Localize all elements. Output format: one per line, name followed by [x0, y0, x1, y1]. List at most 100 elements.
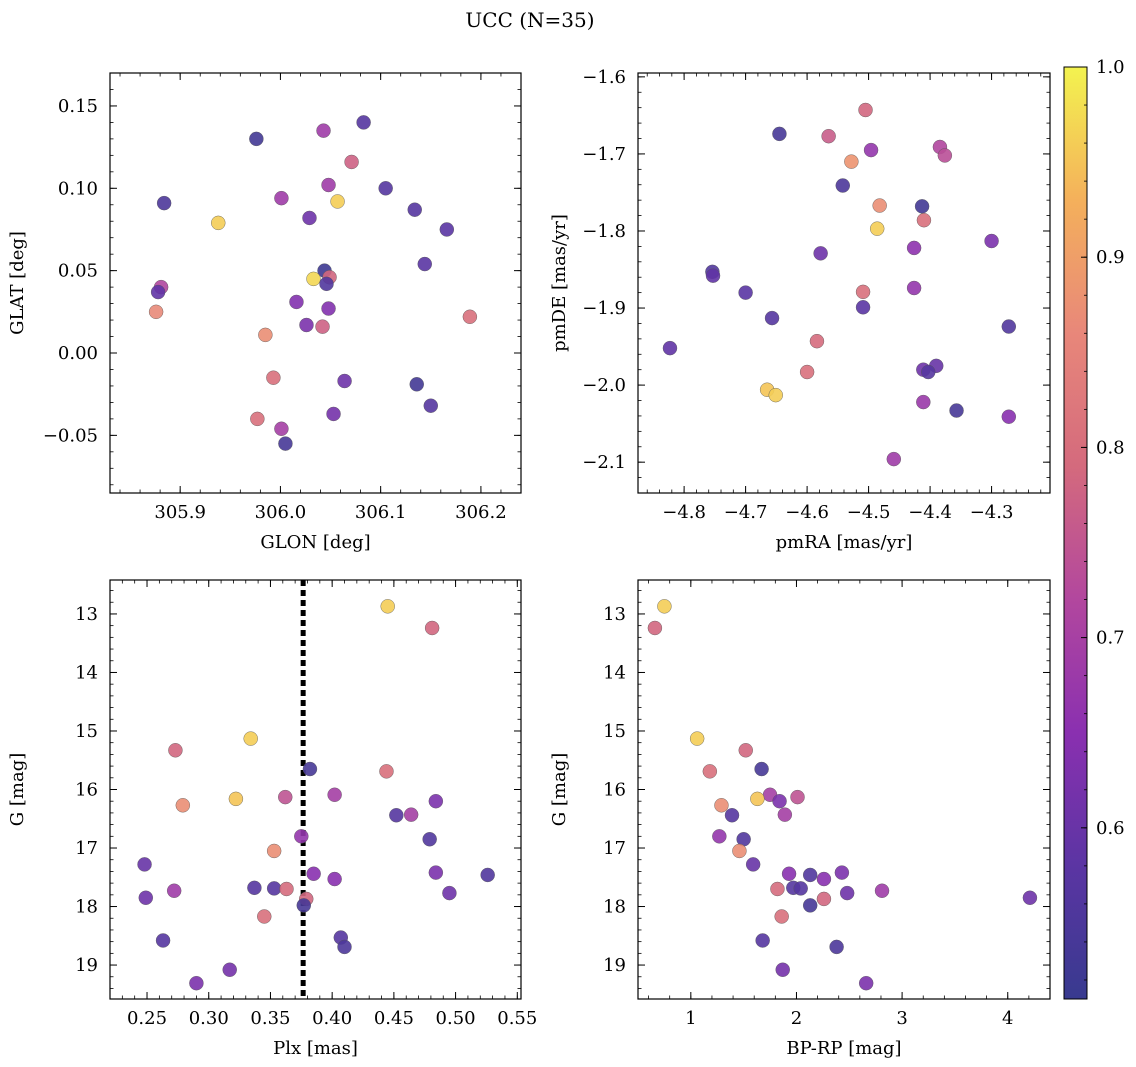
data-point [409, 377, 424, 392]
data-point [137, 857, 152, 872]
colorbar-tick-label: 0.9 [1096, 247, 1125, 268]
x-tick-label: −4.8 [662, 502, 706, 523]
y-tick-label: −1.9 [582, 298, 626, 319]
data-point [423, 398, 438, 413]
data-point [793, 881, 808, 896]
colorbar-tick-label: 0.8 [1096, 437, 1125, 458]
data-point [821, 128, 836, 144]
data-point [738, 285, 753, 300]
data-point [755, 933, 770, 948]
data-point [327, 871, 342, 887]
data-point [839, 885, 855, 901]
data-point [424, 620, 440, 636]
data-point [886, 451, 902, 467]
data-point [916, 394, 931, 410]
y-tick-label: 0.10 [58, 178, 98, 199]
data-point [257, 909, 272, 924]
y-tick-label: 18 [603, 897, 626, 918]
data-point [407, 202, 422, 217]
data-point [266, 843, 282, 859]
data-point [258, 327, 273, 343]
data-point [754, 761, 769, 777]
data-point [389, 808, 404, 823]
colorbar-tick-label: 0.6 [1096, 818, 1125, 839]
x-tick-label: −4.6 [785, 502, 829, 523]
data-point [480, 867, 495, 883]
data-point [306, 271, 321, 287]
y-tick-label: 17 [603, 838, 626, 859]
axes-frame [109, 72, 522, 494]
data-point [764, 310, 780, 326]
data-point [647, 620, 663, 636]
y-tick-label: 14 [603, 662, 626, 683]
y-tick-label: 0.05 [58, 261, 98, 282]
data-point [243, 731, 258, 746]
data-point [316, 123, 331, 138]
data-point [799, 364, 815, 380]
y-tick-label: 15 [603, 721, 626, 742]
x-axis-label: BP-RP [mag] [786, 1038, 901, 1059]
data-point [462, 309, 478, 324]
data-point [296, 898, 311, 913]
data-point [138, 890, 153, 905]
data-point [863, 142, 879, 158]
data-point [330, 194, 345, 209]
y-tick-label: 18 [75, 897, 98, 918]
y-tick-label: 0.00 [58, 343, 98, 364]
data-point [274, 190, 289, 206]
y-tick-label: 13 [603, 604, 626, 625]
panels: 305.9 306.0 306.1 306.2 −0.05 0.00 0.05 0.10 0.1… [7, 67, 1051, 1059]
data-point [289, 294, 304, 310]
data-point [326, 406, 341, 422]
x-tick-label: 4 [1002, 1008, 1013, 1029]
data-point [279, 881, 294, 897]
x-tick-label: 0.35 [250, 1008, 290, 1029]
y-axis-label: G [mag] [7, 753, 28, 826]
y-tick-label: 0.15 [58, 96, 98, 117]
x-axis-label: GLON [deg] [260, 532, 370, 553]
y-tick-label: 15 [75, 721, 98, 742]
data-point [166, 883, 182, 898]
data-point [321, 301, 336, 316]
data-point [724, 808, 740, 823]
data-point [770, 881, 785, 897]
data-point [278, 436, 293, 451]
data-point [403, 807, 419, 822]
data-point [750, 791, 765, 807]
data-point [781, 866, 797, 881]
data-point [872, 198, 887, 213]
data-point [844, 154, 859, 169]
data-point [247, 880, 262, 896]
data-point [906, 240, 922, 256]
x-tick-label: 306.0 [255, 502, 307, 523]
x-axis-label: Plx [mas] [273, 1038, 358, 1059]
data-point [299, 317, 314, 333]
data-point [294, 829, 309, 844]
y-axis-label: pmDE [mas/yr] [549, 214, 570, 352]
data-point [344, 154, 359, 170]
y-tick-label: −1.6 [582, 67, 626, 88]
data-point [156, 195, 172, 211]
data-point [417, 256, 432, 272]
x-tick-label: 306.2 [455, 502, 507, 523]
y-tick-label: 19 [603, 955, 626, 976]
data-point [211, 215, 226, 231]
x-tick-label: 305.9 [154, 502, 206, 523]
data-point [689, 731, 705, 746]
x-tick-label: 0.50 [436, 1008, 476, 1029]
y-tick-label: 14 [75, 662, 98, 683]
data-point [327, 787, 342, 802]
data-point [378, 181, 393, 196]
data-point [302, 761, 318, 777]
data-point [921, 364, 936, 380]
scatter-panel-2: −4.8 −4.7 −4.6 −4.5 −4.4 −4.3 −2.1 −2.0 −1.9 −1.8… [549, 67, 1051, 553]
data-point [914, 199, 930, 214]
data-point [816, 891, 832, 907]
y-tick-label: 19 [75, 955, 98, 976]
data-point [379, 764, 394, 779]
scatter-panel-4: 1 2 3 4 13 14 15 16 17 18 19 BP-RP [mag] G [mag] [549, 579, 1051, 1059]
data-point [315, 319, 330, 334]
data-point [1001, 409, 1016, 424]
data-point [745, 857, 761, 872]
